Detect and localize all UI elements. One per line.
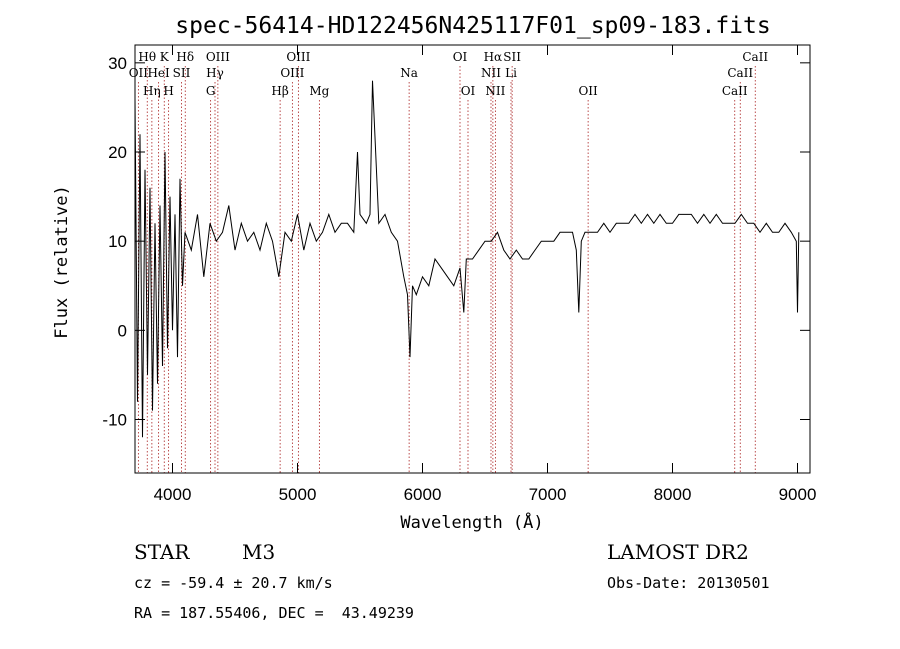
x-axis-label: Wavelength (Å) [400,511,543,533]
line-marker-label: K [160,50,170,64]
line-marker-label: Li [505,66,517,80]
spectrum-line [134,80,800,438]
redshift-cz: cz = -59.4 ± 20.7 km/s [134,574,333,592]
y-axis-label: Flux (relative) [52,185,72,339]
y-tick-label: 0 [118,321,127,340]
line-marker-label: OI [453,50,468,64]
line-marker-label: Hγ [206,66,224,80]
x-axis-ticks: 4000 5000 6000 7000 8000 9000 [154,45,817,504]
line-marker-label: OIII [206,50,230,64]
line-marker-label: CaII [722,84,748,98]
y-tick-label: 30 [108,54,127,73]
line-marker-label: Na [400,66,418,80]
line-marker-label: OII [578,84,598,98]
x-tick-label: 8000 [654,485,692,504]
line-marker-label: Hβ [271,84,288,98]
line-marker-label: OIII [280,66,304,80]
y-tick-label: 10 [108,232,127,251]
line-marker-label: OIII [286,50,310,64]
y-tick-label: -10 [102,411,127,430]
y-axis-ticks: -10 0 10 20 30 [102,54,810,430]
line-marker-label: OI [461,84,476,98]
line-marker-label: G [206,84,216,98]
object-class: STAR [134,540,190,564]
object-subclass: M3 [242,540,276,564]
observation-date: Obs-Date: 20130501 [607,574,770,592]
line-marker-label: HeI [147,66,170,80]
line-marker-label: NII [485,84,505,98]
line-marker-label: H [163,84,173,98]
chart-title: spec-56414-HD122456N425117F01_sp09-183.f… [175,13,770,39]
line-marker-label: Mg [309,84,329,98]
line-marker-label: CaII [742,50,768,64]
survey-name: LAMOST DR2 [607,540,749,564]
plot-frame [134,44,811,474]
line-marker-label: SII [173,66,191,80]
line-marker-label: CaII [727,66,753,80]
line-marker-label: Hθ [138,50,156,64]
line-marker-label: SII [503,50,521,64]
x-tick-label: 7000 [529,485,567,504]
line-marker-label: Hη [143,84,161,98]
x-tick-label: 5000 [279,485,317,504]
y-tick-label: 20 [108,143,127,162]
x-tick-label: 9000 [779,485,817,504]
x-tick-label: 6000 [404,485,442,504]
x-tick-label: 4000 [154,485,192,504]
line-marker-label: Hα [484,50,503,64]
line-marker-label: OII [129,66,149,80]
line-marker-label: Hδ [176,50,194,64]
line-marker-label: NII [481,66,501,80]
coordinates: RA = 187.55406, DEC = 43.49239 [134,604,414,622]
